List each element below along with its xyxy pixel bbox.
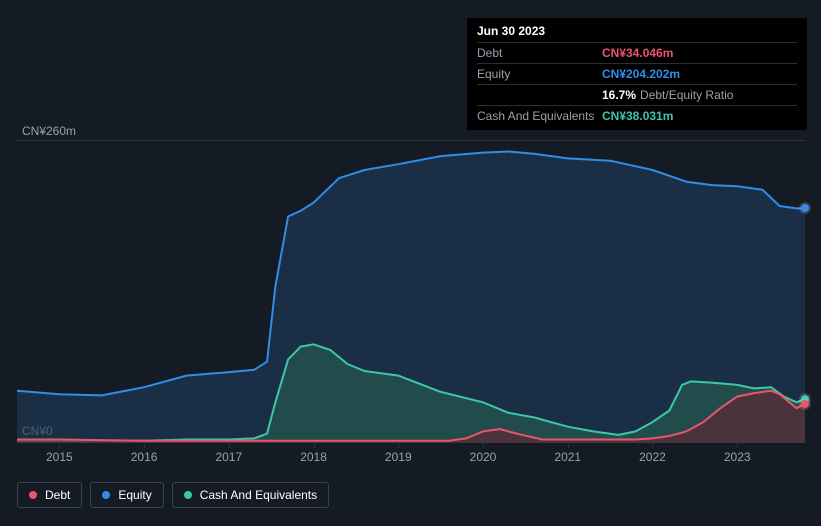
tooltip-row: DebtCN¥34.046m (477, 42, 797, 63)
x-tick-mark (483, 442, 484, 448)
tooltip-row: EquityCN¥204.202m (477, 63, 797, 84)
x-tick-mark (314, 442, 315, 448)
x-tick-mark (568, 442, 569, 448)
y-axis-max-label: CN¥260m (22, 124, 76, 138)
tooltip-row-label: Debt (477, 46, 602, 60)
legend-item-label: Equity (118, 488, 151, 502)
legend-dot-icon (29, 491, 37, 499)
x-tick-mark (398, 442, 399, 448)
chart-plot-area (17, 140, 805, 442)
series-end-marker-debt (801, 400, 809, 408)
x-tick-mark (737, 442, 738, 448)
tooltip-row: Cash And EquivalentsCN¥38.031m (477, 105, 797, 126)
x-tick-label: 2021 (554, 450, 581, 464)
chart-legend: Debt Equity Cash And Equivalents (17, 482, 329, 508)
x-tick-label: 2023 (724, 450, 751, 464)
tooltip-row-value: CN¥38.031m (602, 109, 673, 123)
tooltip-row-label: Cash And Equivalents (477, 109, 602, 123)
chart-tooltip: Jun 30 2023 DebtCN¥34.046mEquityCN¥204.2… (467, 18, 807, 130)
x-tick-label: 2020 (470, 450, 497, 464)
x-tick-label: 2016 (131, 450, 158, 464)
legend-item-equity[interactable]: Equity (90, 482, 163, 508)
chart-svg (17, 141, 805, 443)
legend-item-debt[interactable]: Debt (17, 482, 82, 508)
tooltip-row-label: Equity (477, 67, 602, 81)
tooltip-row-value: CN¥34.046m (602, 46, 673, 60)
tooltip-date: Jun 30 2023 (477, 24, 797, 38)
legend-item-label: Cash And Equivalents (200, 488, 317, 502)
x-tick-label: 2017 (215, 450, 242, 464)
legend-dot-icon (184, 491, 192, 499)
legend-item-cash-and-equivalents[interactable]: Cash And Equivalents (172, 482, 329, 508)
series-end-marker-equity (801, 204, 809, 212)
x-tick-mark (59, 442, 60, 448)
legend-item-label: Debt (45, 488, 70, 502)
x-axis: 2015 2016 2017 2018 2019 2020 2021 2022 2023 (17, 448, 805, 466)
legend-dot-icon (102, 491, 110, 499)
x-tick-mark (144, 442, 145, 448)
tooltip-row-value: CN¥204.202m (602, 67, 680, 81)
tooltip-row-label (477, 88, 602, 102)
tooltip-row-value: 16.7%Debt/Equity Ratio (602, 88, 733, 102)
x-tick-label: 2018 (300, 450, 327, 464)
x-tick-label: 2015 (46, 450, 73, 464)
x-tick-mark (652, 442, 653, 448)
tooltip-row-sublabel: Debt/Equity Ratio (640, 88, 733, 102)
x-tick-label: 2019 (385, 450, 412, 464)
x-tick-label: 2022 (639, 450, 666, 464)
x-tick-mark (229, 442, 230, 448)
tooltip-row: 16.7%Debt/Equity Ratio (477, 84, 797, 105)
